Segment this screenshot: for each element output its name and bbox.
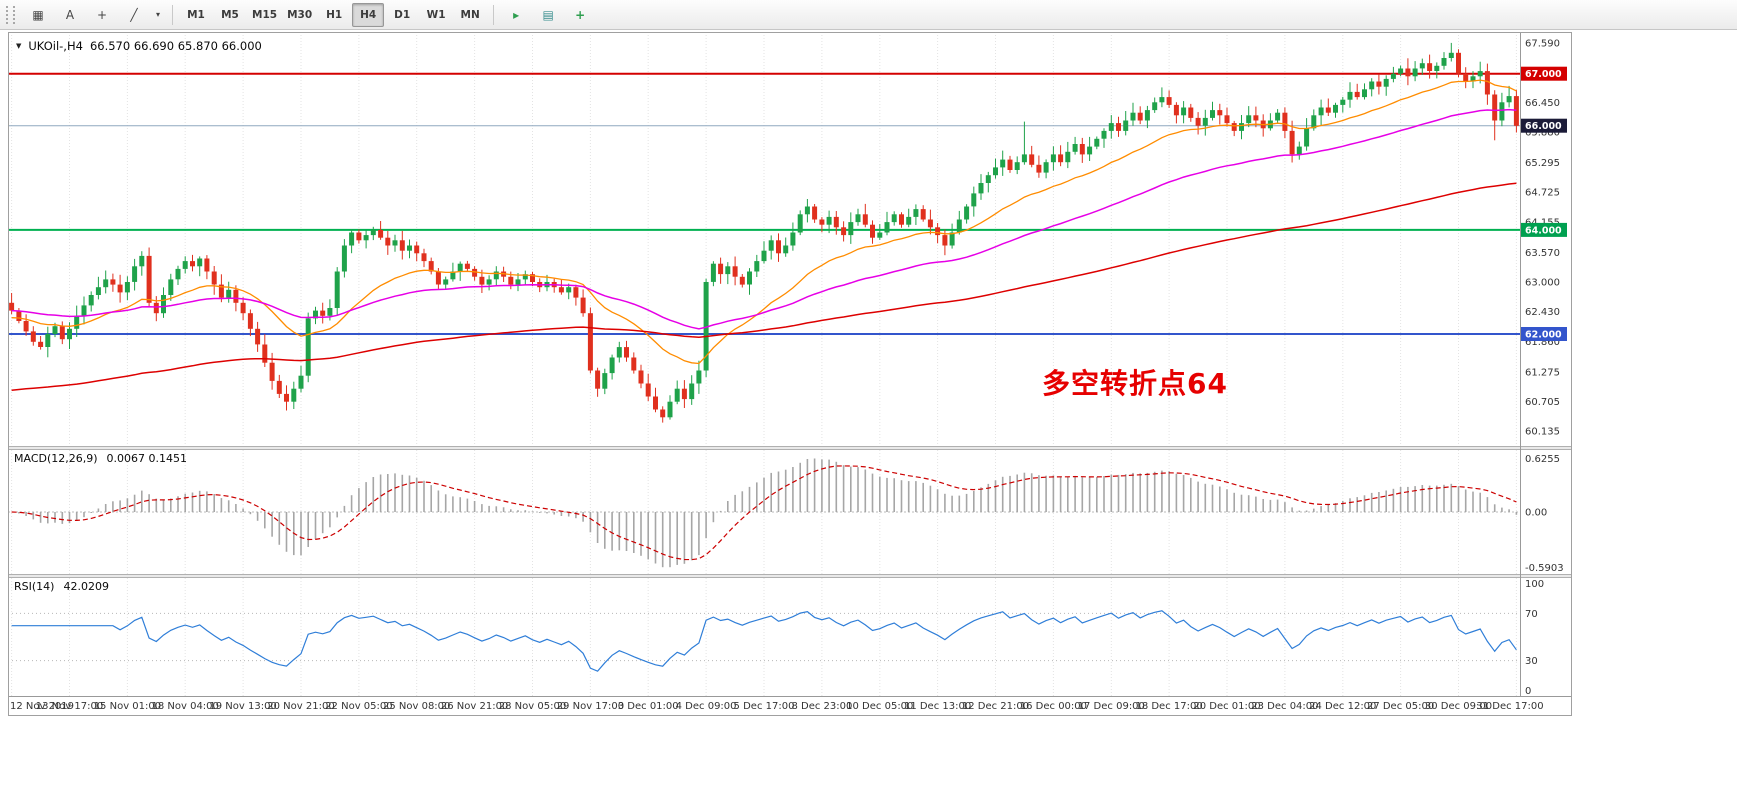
grid-tool-icon[interactable]: ▦ — [32, 7, 44, 22]
chart-annotation: 多空转折点64 — [1042, 367, 1228, 400]
svg-text:61.275: 61.275 — [1525, 367, 1560, 378]
svg-text:63.570: 63.570 — [1525, 248, 1560, 259]
rsi-panel — [8, 610, 1520, 672]
svg-text:63.000: 63.000 — [1525, 277, 1560, 288]
svg-text:26 Nov 21:00: 26 Nov 21:00 — [441, 701, 508, 712]
timeframe-w1-button[interactable]: W1 — [426, 8, 446, 21]
timeframe-buttons: M1 M5 M15 M30 H1 H4 D1 W1 MN — [180, 2, 486, 27]
svg-text:11 Dec 13:00: 11 Dec 13:00 — [904, 701, 971, 712]
macd-panel — [8, 458, 1520, 568]
svg-text:20 Nov 21:00: 20 Nov 21:00 — [267, 701, 334, 712]
svg-text:4 Dec 09:00: 4 Dec 09:00 — [676, 701, 737, 712]
svg-text:30 Dec 09:00: 30 Dec 09:00 — [1425, 701, 1492, 712]
timeframe-m15-button[interactable]: M15 — [252, 8, 278, 21]
tile-windows-icon[interactable]: ▤ — [542, 7, 554, 22]
svg-text:66.000: 66.000 — [1525, 121, 1562, 132]
svg-text:12 Nov 2019: 12 Nov 2019 — [10, 701, 74, 712]
toolbar-separator — [493, 4, 495, 25]
svg-text:8 Dec 23:00: 8 Dec 23:00 — [791, 701, 852, 712]
svg-text:66.450: 66.450 — [1525, 98, 1560, 109]
rsi-value: 42.0209 — [63, 580, 109, 593]
svg-text:0.00: 0.00 — [1525, 508, 1547, 519]
timeframe-m1-button[interactable]: M1 — [187, 8, 205, 21]
svg-text:24 Dec 12:00: 24 Dec 12:00 — [1309, 701, 1376, 712]
svg-text:62.430: 62.430 — [1525, 307, 1560, 318]
svg-text:17 Dec 09:00: 17 Dec 09:00 — [1078, 701, 1145, 712]
svg-text:65.295: 65.295 — [1525, 158, 1560, 169]
draw-tool-dropdown-icon[interactable]: ▾ — [155, 10, 160, 19]
chart-header: ▼ UKOil-,H4 66.570 66.690 65.870 66.000 — [16, 39, 262, 53]
svg-text:64.155: 64.155 — [1525, 217, 1560, 228]
timeframe-h4-button[interactable]: H4 — [352, 2, 385, 27]
panel-splitters[interactable] — [8, 446, 1572, 578]
svg-text:67.000: 67.000 — [1525, 69, 1562, 80]
svg-text:60.135: 60.135 — [1525, 427, 1560, 438]
svg-text:28 Nov 05:00: 28 Nov 05:00 — [499, 701, 566, 712]
toolbar-separator — [172, 4, 173, 25]
svg-text:29 Nov 17:00: 29 Nov 17:00 — [557, 701, 624, 712]
svg-text:64.000: 64.000 — [1525, 225, 1562, 236]
moving-average-lines — [11, 79, 1517, 392]
svg-text:100: 100 — [1525, 579, 1544, 590]
svg-text:15 Nov 01:00: 15 Nov 01:00 — [94, 701, 161, 712]
rsi-name: RSI(14) — [14, 580, 55, 593]
svg-text:10 Dec 05:00: 10 Dec 05:00 — [846, 701, 913, 712]
candles — [9, 42, 1519, 423]
add-indicator-icon[interactable]: + — [575, 7, 586, 22]
macd-name: MACD(12,26,9) — [14, 452, 98, 465]
timeframe-mn-button[interactable]: MN — [460, 8, 480, 21]
svg-text:61.860: 61.860 — [1525, 337, 1560, 348]
svg-text:25 Nov 08:00: 25 Nov 08:00 — [383, 701, 450, 712]
svg-text:16 Dec 00:00: 16 Dec 00:00 — [1020, 701, 1087, 712]
svg-text:27 Dec 05:00: 27 Dec 05:00 — [1367, 701, 1434, 712]
crosshair-tool-icon[interactable]: + — [96, 7, 108, 22]
text-label-tool-icon[interactable]: A — [65, 7, 75, 22]
svg-text:12 Dec 21:00: 12 Dec 21:00 — [962, 701, 1029, 712]
svg-text:65.880: 65.880 — [1525, 127, 1560, 138]
toolbar-drag-handle[interactable] — [6, 5, 15, 24]
play-icon[interactable]: ▸ — [513, 7, 520, 22]
svg-text:23 Dec 04:00: 23 Dec 04:00 — [1251, 701, 1318, 712]
svg-text:67.590: 67.590 — [1525, 38, 1560, 49]
svg-text:31 Dec 17:00: 31 Dec 17:00 — [1476, 701, 1543, 712]
svg-text:30: 30 — [1525, 656, 1538, 667]
svg-text:19 Nov 13:00: 19 Nov 13:00 — [209, 701, 276, 712]
toolbar-left-tools: ▦ A + ╱ ▾ — [23, 3, 165, 27]
grid — [11, 32, 1517, 696]
svg-text:18 Nov 04:00: 18 Nov 04:00 — [151, 701, 218, 712]
svg-text:62.000: 62.000 — [1525, 330, 1562, 341]
macd-values: 0.0067 0.1451 — [106, 452, 188, 465]
price-axis[interactable]: 67.590 66.450 65.880 65.295 64.725 64.155 63.5… — [1520, 32, 1568, 697]
chart-symbol-label: UKOil-,H4 — [28, 39, 83, 53]
svg-text:70: 70 — [1525, 609, 1538, 620]
svg-text:64.725: 64.725 — [1525, 188, 1560, 199]
svg-text:60.705: 60.705 — [1525, 397, 1560, 408]
draw-tool-icon[interactable]: ╱ — [130, 7, 138, 22]
svg-text:5 Dec 17:00: 5 Dec 17:00 — [734, 701, 795, 712]
chart-canvas[interactable]: 67.590 66.450 65.880 65.295 64.725 64.155 63.5… — [8, 32, 1572, 716]
svg-text:22 Nov 05:00: 22 Nov 05:00 — [325, 701, 392, 712]
toolbar: ▦ A + ╱ ▾ M1 M5 M15 M30 H1 H4 D1 W1 MN ▸ ▤ + — [0, 0, 1737, 30]
timeframe-h1-button[interactable]: H1 — [326, 8, 343, 21]
svg-text:20 Dec 01:00: 20 Dec 01:00 — [1193, 701, 1260, 712]
toolbar-right-tools: ▸ ▤ + — [501, 3, 595, 27]
timeframe-m5-button[interactable]: M5 — [221, 8, 239, 21]
rsi-label: RSI(14) 42.0209 — [14, 580, 109, 593]
svg-text:-0.5903: -0.5903 — [1525, 563, 1564, 574]
svg-text:13 Nov 17:00: 13 Nov 17:00 — [36, 701, 103, 712]
timeframe-m30-button[interactable]: M30 — [287, 8, 313, 21]
timeframe-d1-button[interactable]: D1 — [394, 8, 411, 21]
svg-text:3 Dec 01:00: 3 Dec 01:00 — [618, 701, 679, 712]
svg-text:18 Dec 17:00: 18 Dec 17:00 — [1135, 701, 1202, 712]
chart-dropdown-icon[interactable]: ▼ — [16, 41, 22, 50]
chart-ohlc-label: 66.570 66.690 65.870 66.000 — [89, 39, 262, 53]
macd-label: MACD(12,26,9) 0.0067 0.1451 — [14, 452, 187, 465]
svg-text:0: 0 — [1525, 686, 1531, 697]
svg-text:0.6255: 0.6255 — [1525, 454, 1560, 465]
